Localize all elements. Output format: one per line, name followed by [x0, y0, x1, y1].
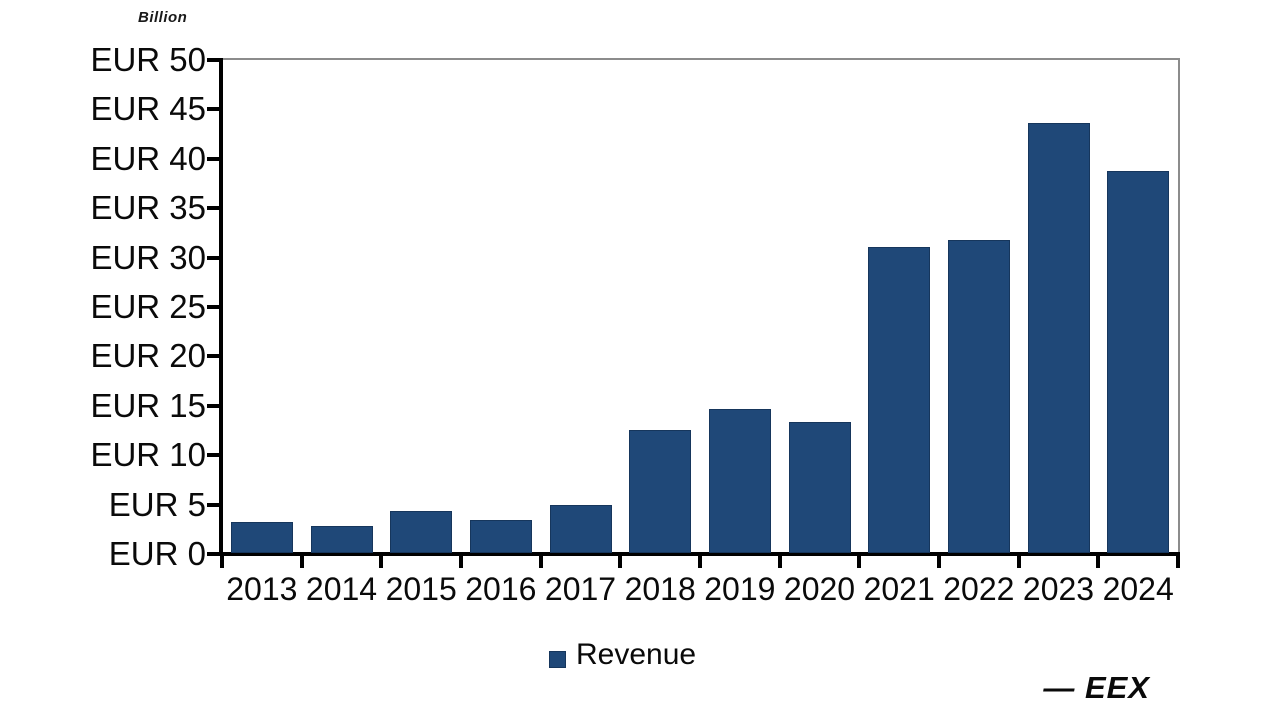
y-tick-eur-25 [207, 305, 222, 309]
y-tick-eur-10 [207, 453, 222, 458]
x-tick-label-2013: 2013 [226, 571, 298, 607]
y-tick-label: EUR 5 [108, 485, 206, 523]
x-tick-label-2017: 2017 [544, 571, 617, 607]
legend: Revenue [549, 638, 696, 672]
bar-2016 [469, 520, 532, 553]
x-tick-label-2018: 2018 [624, 571, 696, 607]
x-tick [1096, 555, 1101, 568]
x-tick [459, 555, 463, 568]
plot-frame-top-line [222, 58, 1180, 60]
legend-label-revenue: Revenue [576, 638, 697, 671]
bar-2023 [1027, 123, 1090, 553]
y-tick-label: EUR 50 [90, 41, 206, 78]
legend-swatch-revenue [549, 650, 566, 668]
bar-2015 [390, 510, 453, 553]
x-tick [220, 555, 224, 568]
y-tick-label: EUR 40 [90, 139, 206, 177]
bar-2022 [947, 239, 1010, 553]
y-tick-eur-45 [207, 107, 222, 112]
y-axis-line [219, 58, 223, 556]
y-tick-label: EUR 20 [90, 337, 206, 375]
bar-2018 [629, 429, 692, 553]
y-tick-label: EUR 15 [90, 386, 206, 424]
x-tick [1016, 555, 1021, 568]
x-tick-label-2020: 2020 [783, 571, 856, 607]
y-tick-eur-50 [207, 58, 222, 62]
y-tick-label: EUR 10 [90, 436, 206, 474]
bar-2013 [230, 522, 293, 553]
y-tick-eur-15 [207, 403, 222, 408]
x-tick-label-2014: 2014 [305, 571, 378, 607]
x-tick [618, 555, 623, 568]
x-tick [379, 555, 384, 568]
plot-frame-right-line [1178, 58, 1180, 556]
y-tick-eur-30 [207, 255, 222, 260]
x-tick-label-2023: 2023 [1022, 571, 1095, 607]
y-tick-eur-35 [207, 206, 222, 211]
x-tick [1176, 555, 1180, 568]
y-tick-eur-40 [207, 156, 222, 161]
x-tick [777, 555, 782, 568]
bar-2020 [788, 421, 851, 553]
bar-2024 [1107, 170, 1170, 553]
x-tick-label-2015: 2015 [385, 571, 457, 607]
x-tick-label-2021: 2021 [863, 571, 935, 607]
y-tick-label: EUR 25 [90, 288, 206, 325]
y-tick-label: EUR 30 [90, 238, 206, 276]
bar-2021 [868, 246, 931, 553]
x-tick [857, 555, 862, 568]
bar-2019 [708, 408, 771, 553]
x-tick [937, 555, 941, 568]
x-axis-line [207, 552, 1180, 556]
y-tick-label: EUR 0 [108, 535, 206, 572]
x-tick-label-2024: 2024 [1102, 571, 1174, 607]
y-tick-label: EUR 35 [90, 189, 206, 227]
x-tick-label-2016: 2016 [465, 571, 537, 607]
x-tick-label-2019: 2019 [704, 571, 776, 607]
y-axis-unit-label: Billion [138, 9, 188, 26]
y-tick-label: EUR 45 [90, 90, 206, 128]
x-tick-label-2022: 2022 [943, 571, 1015, 607]
y-tick-eur-5 [207, 502, 222, 507]
x-tick [299, 555, 304, 568]
x-tick [698, 555, 702, 568]
bar-2014 [310, 526, 373, 553]
bar-2017 [549, 504, 612, 553]
x-tick [538, 555, 543, 568]
eex-logo: — EEX [1043, 670, 1150, 705]
y-tick-eur-20 [207, 354, 222, 359]
